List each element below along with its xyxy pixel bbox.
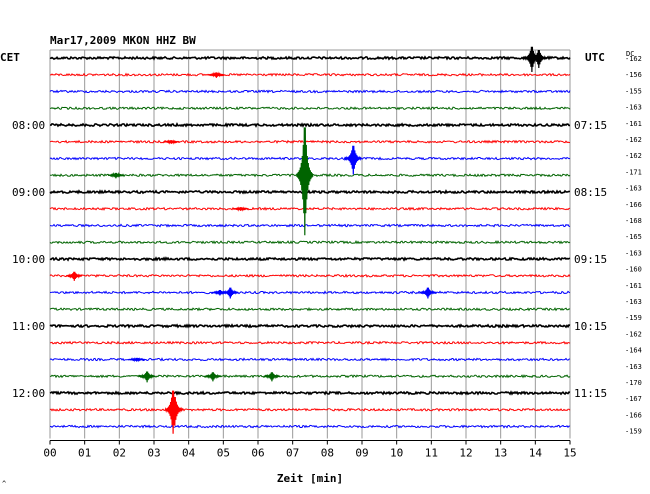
dc-offset-label: -156 [625,71,642,79]
event-spike [296,127,314,236]
utc-time-label: 11:15 [574,387,607,400]
dc-offset-label: -159 [625,428,642,436]
dc-offset-label: -160 [625,266,642,274]
utc-time-label: 09:15 [574,253,607,266]
dc-offset-label: -166 [625,411,642,419]
dc-offset-label: -165 [625,233,642,241]
trace-line [49,307,571,312]
dc-offset-label: -161 [625,120,642,128]
trace-line [49,273,571,278]
event-spike [163,139,180,145]
dc-offset-label: -167 [625,395,642,403]
cet-time-label: 10:00 [12,253,45,266]
station-title: Mar17,2009 MKON HHZ BW [50,34,196,47]
x-tick-label: 07 [286,447,299,460]
event-spike [232,206,249,212]
x-tick-label: 08 [321,447,334,460]
x-tick-label: 03 [147,447,160,460]
trace-line [49,323,571,329]
dc-offset-label: -161 [625,282,642,290]
x-tick-label: 06 [251,447,264,460]
dc-offset-label: -166 [625,201,642,209]
trace-line [50,340,571,345]
utc-time-label: 10:15 [574,320,607,333]
cet-time-label: 09:00 [12,186,45,199]
x-tick-label: 00 [43,447,56,460]
x-tick-label: 11 [425,447,438,460]
event-spike [419,287,437,299]
event-spike [211,290,229,296]
trace-line [49,424,571,429]
utc-time-label: 07:15 [574,119,607,132]
dc-offset-label: -163 [625,298,642,306]
time-labels: 08:00 09:00 10:00 11:00 12:00 07:15 08:15 09:15… [12,55,642,436]
trace-line [49,240,571,245]
event-spike [138,371,156,383]
right-timezone-label: UTC [585,51,605,64]
trace-line [49,206,571,211]
dc-offset-label: -162 [625,136,642,144]
event-spike [530,49,548,69]
minute-gridlines [49,49,571,439]
dc-offset-label: -163 [625,249,642,257]
trace-line [49,55,571,61]
trace-line [49,223,571,228]
cet-time-label: 08:00 [12,119,45,132]
event-group [65,46,548,434]
event-spike [65,271,83,281]
trace-line [49,189,571,195]
trace-line [49,89,571,94]
trace-line [49,290,571,295]
event-spike [166,396,184,426]
dc-offset-label: -162 [625,55,642,63]
x-tick-label: 02 [113,447,126,460]
dc-offset-label: -163 [625,363,642,371]
dc-offset-label: -164 [625,347,642,355]
dc-offset-label: -159 [625,314,642,322]
x-tick-label: 15 [563,447,576,460]
dc-offset-label: -162 [625,330,642,338]
trace-line [49,407,571,412]
event-spike [128,357,145,363]
left-timezone-label: CET [0,51,20,64]
cet-time-label: 12:00 [12,387,45,400]
dc-offset-label: -163 [625,104,642,112]
x-tick-label: 14 [529,447,543,460]
event-spike [208,71,225,78]
event-spike [344,145,362,175]
trace-line [49,357,571,362]
x-tick-label: 10 [390,447,403,460]
dc-offset-label: -155 [625,87,642,95]
corner-mark: ^ [2,480,6,488]
trace-line [49,156,571,161]
trace-group [49,55,571,429]
trace-line [49,390,571,396]
event-spike [107,171,125,179]
dc-offset-label: -168 [625,217,642,225]
trace-line [49,106,571,111]
trace-line [49,139,571,144]
dc-offset-label: -170 [625,379,642,387]
x-tick-label: 12 [459,447,472,460]
dc-offset-label: -162 [625,152,642,160]
trace-line [49,256,571,262]
x-tick-label: 04 [182,447,196,460]
x-tick-label: 09 [355,447,368,460]
x-axis: 00 01 02 03 04 05 06 07 08 09 10 11 12 13 14 15 [43,440,577,460]
event-spike [263,372,281,382]
dc-offset-label: -163 [625,185,642,193]
x-tick-label: 13 [494,447,507,460]
trace-line [49,72,571,77]
dc-offset-header: DC [626,50,634,58]
x-axis-label: Zeit [min] [277,472,343,485]
utc-time-label: 08:15 [574,186,607,199]
cet-time-label: 11:00 [12,320,45,333]
x-tick-label: 05 [217,447,230,460]
dc-offset-label: -171 [625,168,642,176]
trace-line [49,122,570,128]
x-tick-label: 01 [78,447,91,460]
event-spike [204,372,222,382]
trace-line [49,374,571,379]
